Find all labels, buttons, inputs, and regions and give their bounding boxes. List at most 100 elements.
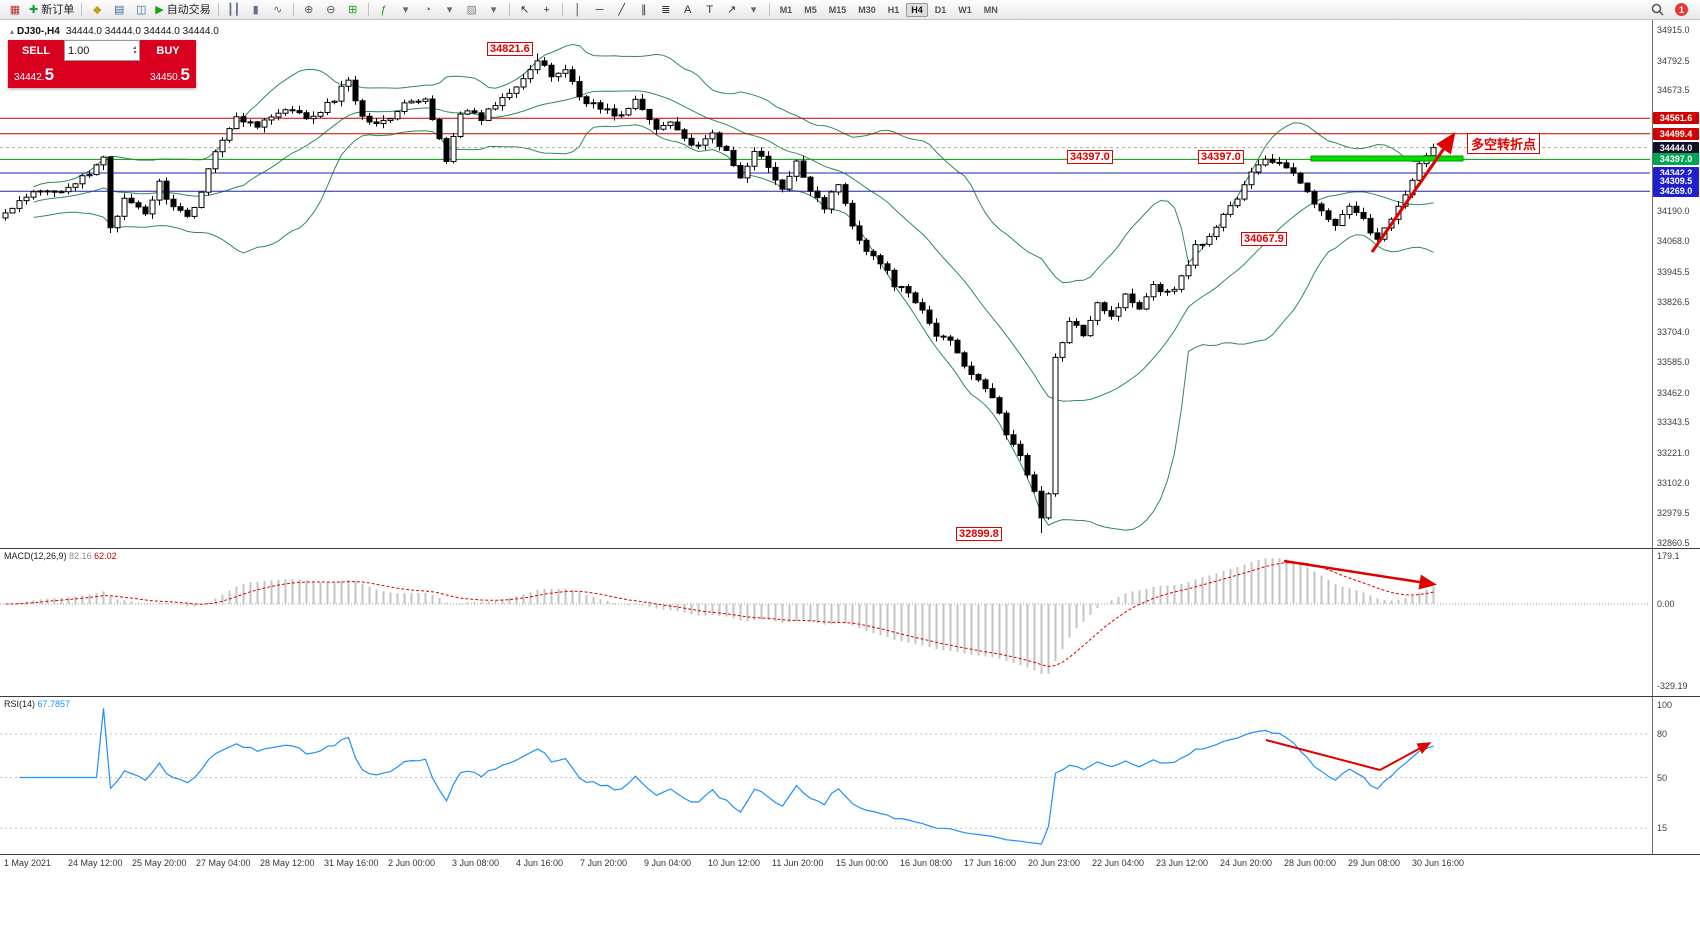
horizontal-line-icon[interactable]: ─ [589, 1, 611, 19]
crosshair-icon[interactable]: + [536, 1, 558, 19]
label-icon: T [706, 3, 714, 16]
new-order-button[interactable]: ✚ 新订单 [26, 1, 77, 19]
price-callout-level-left[interactable]: 34397.0 [1067, 150, 1113, 164]
timeframe-button-d1[interactable]: D1 [934, 4, 947, 15]
price-tag-red: 34499.4 [1653, 127, 1699, 140]
candle-chart-icon[interactable]: ▮ [245, 1, 267, 19]
spinner-down-icon[interactable]: ▾ [132, 49, 136, 56]
toolbar-separator [217, 3, 219, 16]
price-axis-label: 33462.0 [1657, 387, 1690, 398]
market-watch-icon[interactable]: ▤ [108, 1, 130, 19]
indicators-dropdown[interactable]: ▾ [395, 1, 417, 19]
toolbar-separator [561, 3, 563, 16]
macd-value-2: 62.02 [94, 551, 117, 561]
price-callout-low[interactable]: 32899.8 [956, 527, 1002, 541]
zoom-in-icon[interactable]: ⊕ [298, 1, 320, 19]
time-axis-label: 23 Jun 12:00 [1156, 858, 1209, 868]
templates-icon[interactable]: ▧ [461, 1, 483, 19]
rsi-value: 67.7857 [37, 699, 71, 709]
timeframe-button-m5[interactable]: M5 [804, 4, 817, 15]
channel-icon: ∥ [640, 3, 647, 16]
indicators-icon[interactable]: ƒ [373, 1, 395, 19]
macd-name: MACD(12,26,9) [4, 551, 67, 561]
channel-icon[interactable]: ∥ [633, 1, 655, 19]
timeframe-button-m30[interactable]: M30 [858, 4, 876, 15]
price-callout-high[interactable]: 34821.6 [487, 42, 533, 56]
macd-panel-splitter[interactable] [0, 548, 1700, 549]
buy-button[interactable]: BUY [140, 40, 196, 61]
timeframe-button-mn[interactable]: MN [983, 4, 998, 15]
price-axis-label: 34673.5 [1657, 85, 1690, 96]
data-window-icon[interactable]: ◫ [130, 1, 152, 19]
rsi-axis-label: 15 [1657, 823, 1668, 834]
search-icon[interactable] [1646, 1, 1668, 19]
line-chart-icon[interactable]: ∿ [267, 1, 289, 19]
periods-icon[interactable]: ◔ [417, 1, 439, 19]
tile-windows-icon[interactable]: ⊞ [342, 1, 364, 19]
rsi-label: RSI(14) 67.7857 [4, 699, 70, 709]
sell-price[interactable]: 34442.5 [14, 64, 55, 84]
time-axis-label: 28 Jun 00:00 [1284, 858, 1337, 868]
time-axis-label: 20 Jun 23:00 [1028, 858, 1081, 868]
templates-icon: ▧ [466, 3, 477, 16]
time-axis-label: 2 Jun 00:00 [388, 858, 436, 868]
vertical-line-icon[interactable]: │ [567, 1, 589, 19]
time-axis-label: 15 Jun 00:00 [836, 858, 889, 868]
timeframe-button-m15[interactable]: M15 [828, 4, 847, 15]
time-axis-label: 30 Jun 16:00 [1412, 858, 1465, 868]
rsi-axis-label: 100 [1657, 700, 1673, 710]
text-icon[interactable]: A [677, 1, 699, 19]
periods-dropdown[interactable]: ▾ [439, 1, 461, 19]
price-axis-label: 34792.5 [1657, 55, 1690, 66]
price-tag-green: 34397.0 [1653, 153, 1699, 166]
time-axis-label: 28 May 12:00 [260, 858, 315, 868]
time-axis-label: 25 May 20:00 [132, 858, 187, 868]
shapes-icon[interactable]: ↗ [721, 1, 743, 19]
symbol-name: DJ30-,H4 [17, 26, 60, 37]
price-axis-label: 33102.0 [1657, 477, 1690, 488]
shapes-dropdown: ▾ [750, 3, 757, 16]
sell-button[interactable]: SELL [8, 40, 64, 61]
volume-value[interactable]: 1.00 [68, 44, 90, 57]
label-icon[interactable]: T [699, 1, 721, 19]
buy-price[interactable]: 34450.5 [149, 64, 190, 84]
price-callout-level-right[interactable]: 34397.0 [1198, 150, 1244, 164]
templates-dropdown[interactable]: ▾ [483, 1, 505, 19]
fibonacci-icon[interactable]: ≣ [655, 1, 677, 19]
trendline-icon[interactable]: ╱ [611, 1, 633, 19]
time-axis-label: 4 Jun 16:00 [516, 858, 564, 868]
timeframe-button-h1[interactable]: H1 [887, 4, 900, 15]
volume-field[interactable]: 1.00 ▴ ▾ [64, 40, 140, 61]
price-axis-label: 34915.0 [1657, 25, 1690, 35]
shapes-icon: ↗ [727, 3, 737, 16]
zoom-out-icon[interactable]: ⊖ [320, 1, 342, 19]
time-axis-label: 17 Jun 16:00 [964, 858, 1017, 868]
autotrading-button: ▶ [155, 3, 164, 16]
price-axis-label: 34068.0 [1657, 236, 1690, 247]
price-callout-swing-low[interactable]: 34067.9 [1241, 232, 1287, 246]
annotation-text[interactable]: 多空转折点 [1467, 133, 1541, 154]
spinner-up-icon[interactable]: ▴ [132, 44, 136, 51]
shapes-dropdown[interactable]: ▾ [743, 1, 765, 19]
price-axis-label: 33945.5 [1657, 267, 1690, 278]
price-axis-label: 34190.0 [1657, 206, 1690, 217]
rsi-panel-splitter[interactable] [0, 696, 1700, 697]
chart-window-icon[interactable]: ▦ [4, 1, 26, 19]
macd-label: MACD(12,26,9) 82.16 62.02 [4, 551, 117, 561]
profile-icon: ◆ [92, 3, 102, 16]
toolbar-right-group: 1 [1646, 1, 1688, 19]
periods-icon: ◔ [424, 3, 432, 16]
autotrading-button[interactable]: ▶ 自动交易 [152, 1, 213, 19]
toolbar-separator [81, 3, 83, 16]
timeframe-button-m1[interactable]: M1 [779, 4, 793, 15]
volume-spinner[interactable]: ▴ ▾ [132, 44, 136, 56]
notification-badge[interactable]: 1 [1675, 3, 1688, 16]
cursor-icon[interactable]: ↖ [514, 1, 536, 19]
bar-chart-icon[interactable]: ┃┃ [223, 1, 245, 19]
timeframe-button-w1[interactable]: W1 [958, 4, 972, 15]
price-tag-red: 34561.6 [1653, 112, 1699, 125]
bar-chart-icon: ┃┃ [227, 3, 241, 16]
timeframe-button-h4[interactable]: H4 [906, 2, 928, 17]
profile-icon[interactable]: ◆ [86, 1, 108, 19]
